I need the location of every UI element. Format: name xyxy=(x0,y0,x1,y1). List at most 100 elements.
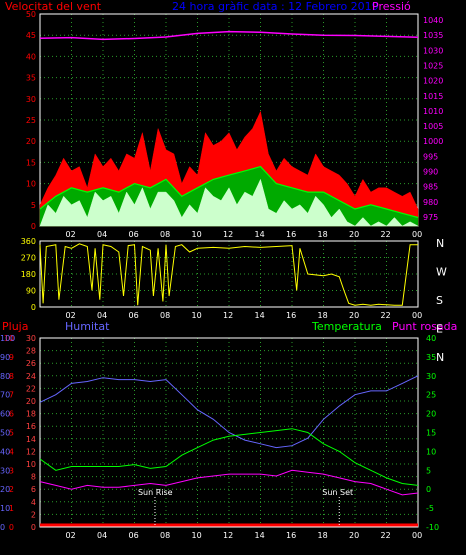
temperature-axis-label: Temperatura xyxy=(311,320,382,333)
rain-tick-label: 3 xyxy=(9,466,14,475)
x-tick-label: 04 xyxy=(97,311,107,320)
dewpoint-scale-tick-label: 22 xyxy=(26,384,36,393)
x-tick-label: 10 xyxy=(192,531,202,540)
x-tick-label: 08 xyxy=(160,311,170,320)
temperature-tick-label: 35 xyxy=(426,353,436,362)
dewpoint-series xyxy=(39,469,419,496)
dewpoint-scale-tick-label: 18 xyxy=(26,410,36,419)
dewpoint-scale-tick-label: 6 xyxy=(31,485,36,494)
rain-tick-label: 6 xyxy=(9,410,14,419)
pressure-series xyxy=(39,30,419,41)
x-tick-label: 22 xyxy=(381,311,391,320)
temperature-tick-label: 40 xyxy=(426,334,436,343)
wind-tick-label: 30 xyxy=(26,95,36,104)
humidity-tick-label: 60 xyxy=(0,410,10,419)
humidity-tick-label: 10 xyxy=(0,504,10,513)
dewpoint-scale-tick-label: 24 xyxy=(26,372,36,381)
dewpoint-scale-tick-label: 4 xyxy=(31,498,36,507)
sun-annotation: Sun Set xyxy=(322,488,353,497)
pressure-tick-label: 1025 xyxy=(423,61,443,70)
dewpoint-scale-tick-label: 14 xyxy=(26,435,36,444)
humidity-tick-label: 90 xyxy=(0,353,10,362)
dewpoint-scale-tick-label: 10 xyxy=(26,460,36,469)
chart-title: 24 hora gràfic data : 12 Febrero 2019 xyxy=(172,0,379,13)
temperature-tick-label: 5 xyxy=(426,466,431,475)
wind-tick-label: 0 xyxy=(31,222,36,231)
wind-tick-label: 40 xyxy=(26,52,36,61)
dewpoint-scale-tick-label: 12 xyxy=(26,447,36,456)
rain-tick-label: 7 xyxy=(9,391,14,400)
temperature-tick-label: 10 xyxy=(426,447,436,456)
x-tick-label: 06 xyxy=(129,531,139,540)
x-tick-label: 14 xyxy=(255,311,265,320)
dewpoint-scale-tick-label: 26 xyxy=(26,359,36,368)
dewpoint-scale-tick-label: 28 xyxy=(26,347,36,356)
temperature-tick-label: 30 xyxy=(426,372,436,381)
x-tick-label: 16 xyxy=(286,311,296,320)
x-tick-label: 18 xyxy=(318,230,328,239)
direction-tick-label: 180 xyxy=(21,270,36,279)
rain-tick-label: 4 xyxy=(9,447,14,456)
temperature-tick-label: 20 xyxy=(426,410,436,419)
compass-label: E xyxy=(436,323,443,336)
compass-label: W xyxy=(436,266,447,279)
wind-tick-label: 25 xyxy=(26,116,36,125)
x-tick-label: 02 xyxy=(66,531,76,540)
temperature-tick-label: 25 xyxy=(426,391,436,400)
humidity-tick-label: 50 xyxy=(0,429,10,438)
x-tick-label: 16 xyxy=(286,230,296,239)
dewpoint-scale-tick-label: 2 xyxy=(31,510,36,519)
x-tick-label: 22 xyxy=(381,531,391,540)
x-tick-label: 00 xyxy=(412,531,422,540)
temperature-tick-label: -10 xyxy=(426,523,439,532)
pressure-tick-label: 1020 xyxy=(423,77,443,86)
wind-avg-series xyxy=(39,165,419,219)
pressure-tick-label: 1000 xyxy=(423,137,443,146)
dewpoint-axis-label: Punt rosada xyxy=(392,320,457,333)
x-tick-label: 02 xyxy=(66,311,76,320)
dewpoint-scale-tick-label: 16 xyxy=(26,422,36,431)
humidity-tick-label: 70 xyxy=(0,391,10,400)
pressure-tick-label: 985 xyxy=(423,183,438,192)
temperature-tick-label: 0 xyxy=(426,485,431,494)
wind-tick-label: 15 xyxy=(26,158,36,167)
x-tick-label: 10 xyxy=(192,311,202,320)
pressure-tick-label: 980 xyxy=(423,198,438,207)
x-tick-label: 04 xyxy=(97,531,107,540)
temperature-tick-label: 15 xyxy=(426,429,436,438)
rain-tick-label: 1 xyxy=(9,504,14,513)
compass-label: N xyxy=(436,237,444,250)
pressure-tick-label: 1005 xyxy=(423,122,443,131)
pressure-tick-label: 990 xyxy=(423,167,438,176)
x-tick-label: 22 xyxy=(381,230,391,239)
wind-axis-label: Velocitat del vent xyxy=(5,0,102,13)
rain-tick-label: 8 xyxy=(9,372,14,381)
dewpoint-scale-tick-label: 8 xyxy=(31,473,36,482)
humidity-tick-label: 40 xyxy=(0,447,10,456)
panel-frame xyxy=(39,337,419,528)
direction-tick-label: 90 xyxy=(26,287,36,296)
pressure-tick-label: 995 xyxy=(423,152,438,161)
temperature-tick-label: -5 xyxy=(426,504,434,513)
pressure-axis-label: Pressió xyxy=(372,0,411,13)
wind-tick-label: 50 xyxy=(26,10,36,19)
x-tick-label: 00 xyxy=(412,230,422,239)
rain-tick-label: 0 xyxy=(9,523,14,532)
dewpoint-scale-tick-label: 20 xyxy=(26,397,36,406)
x-tick-label: 16 xyxy=(286,531,296,540)
rain-tick-label: 5 xyxy=(9,429,14,438)
pressure-tick-label: 1030 xyxy=(423,46,443,55)
wind-direction-panel: 0 90 180 270 360 N W S E N 02 04 06 08 10 12 14 16 18 20 22 0… xyxy=(21,237,447,364)
pressure-tick-label: 975 xyxy=(423,213,438,222)
x-tick-label: 20 xyxy=(349,311,359,320)
x-tick-label: 14 xyxy=(255,531,265,540)
humidity-tick-label: 80 xyxy=(0,372,10,381)
x-tick-label: 00 xyxy=(412,311,422,320)
wind-direction-series xyxy=(39,243,418,306)
pressure-tick-label: 1040 xyxy=(423,16,443,25)
wind-min-series xyxy=(39,178,419,227)
humidity-axis-label: Humitat xyxy=(65,320,110,333)
wind-tick-label: 45 xyxy=(26,31,36,40)
pressure-tick-label: 1015 xyxy=(423,92,443,101)
x-tick-label: 20 xyxy=(349,230,359,239)
